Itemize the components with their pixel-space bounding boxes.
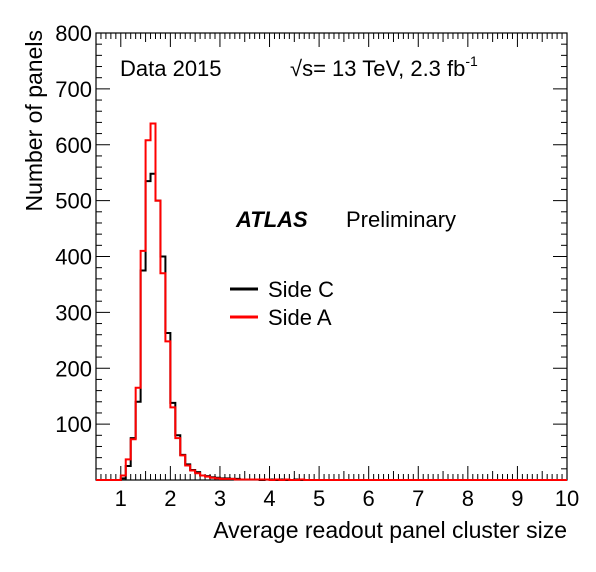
y-tick-label: 400 [55, 245, 92, 270]
preliminary-label: Preliminary [346, 207, 456, 232]
x-tick-label: 4 [263, 486, 275, 511]
legend-label-side-a: Side A [268, 305, 332, 330]
plot-frame [95, 32, 568, 481]
plot-frame-border [95, 32, 568, 481]
series-line-side-a [96, 122, 567, 481]
y-tick-label: 700 [55, 77, 92, 102]
x-tick-label: 10 [555, 486, 579, 511]
x-tick-label: 1 [115, 486, 127, 511]
x-tick-label: 6 [363, 486, 375, 511]
y-tick-label: 100 [55, 412, 92, 437]
x-tick-label: 3 [214, 486, 226, 511]
x-tick-label: 8 [462, 486, 474, 511]
x-tick-label: 5 [313, 486, 325, 511]
series-layer [96, 122, 567, 481]
legend: Side C Side A [230, 277, 334, 330]
energy-label-superscript: -1 [465, 53, 478, 69]
y-tick-label: 500 [55, 189, 92, 214]
y-axis: 100 200 300 400 500 600 700 800 [55, 21, 567, 481]
data-label: Data 2015 [120, 56, 222, 81]
energy-label-main: √s= 13 TeV, 2.3 fb [290, 56, 465, 81]
x-tick-label: 2 [164, 486, 176, 511]
atlas-label: ATLAS [235, 207, 308, 232]
x-tick-label: 7 [412, 486, 424, 511]
y-tick-label: 600 [55, 133, 92, 158]
x-tick-label: 9 [511, 486, 523, 511]
y-tick-label: 800 [55, 21, 92, 46]
y-axis-title: Number of panels [21, 30, 47, 212]
legend-label-side-c: Side C [268, 277, 334, 302]
energy-label: √s= 13 TeV, 2.3 fb-1 [290, 53, 478, 81]
x-axis-title: Average readout panel cluster size [213, 517, 567, 543]
y-tick-label: 200 [55, 356, 92, 381]
y-tick-label: 300 [55, 300, 92, 325]
x-axis: 1 2 3 4 5 6 7 8 9 10 [95, 33, 579, 511]
